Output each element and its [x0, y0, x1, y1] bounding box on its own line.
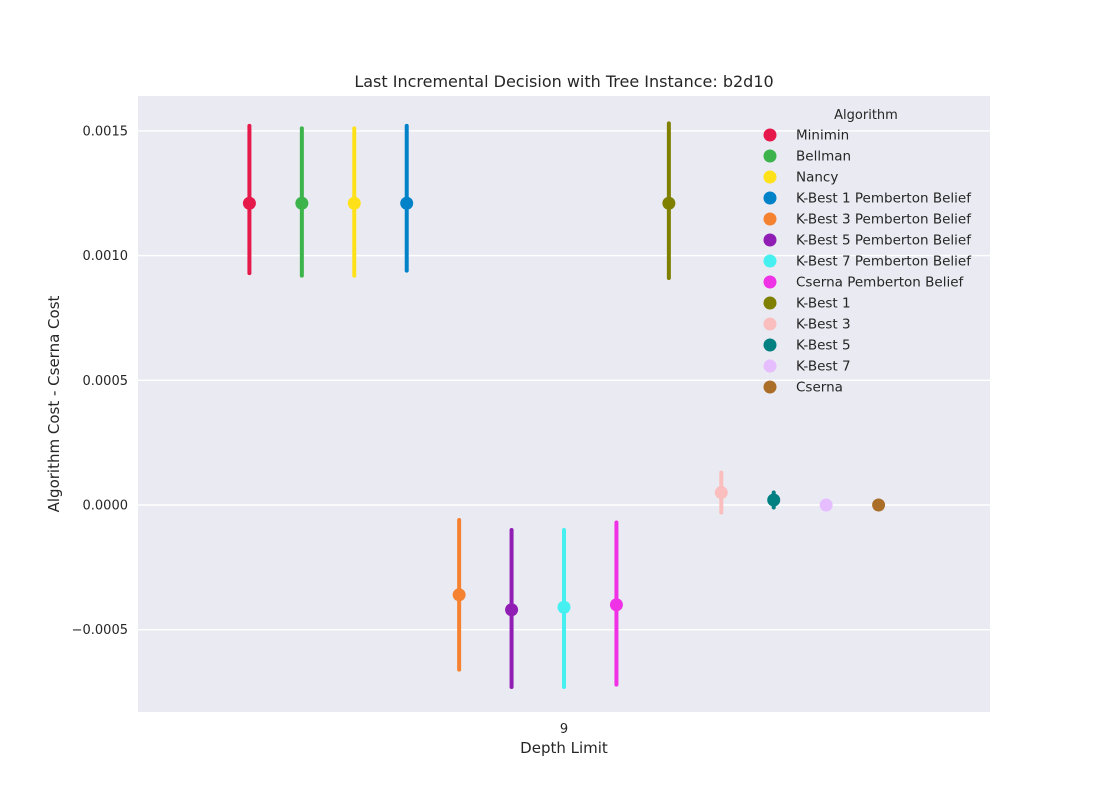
- legend: Algorithm Minimin Bellman Nancy K-Best 1 Pe…: [763, 108, 972, 396]
- x-axis-ticks: 9: [560, 722, 568, 737]
- series-k-best-5-pemberton-belief: [505, 527, 519, 690]
- legend-marker: [763, 149, 777, 163]
- legend-item: Minimin: [763, 128, 849, 144]
- legend-label: Nancy: [796, 170, 838, 186]
- chart-title: Last Incremental Decision with Tree Inst…: [354, 72, 773, 91]
- data-point: [714, 486, 728, 500]
- series-k-best-7-pemberton-belief: [557, 527, 571, 690]
- legend-marker: [763, 233, 777, 247]
- legend-marker: [763, 359, 777, 373]
- series-bellman: [295, 126, 309, 278]
- legend-marker: [763, 296, 777, 310]
- series-k-best-3: [714, 470, 728, 515]
- data-point: [819, 498, 833, 512]
- series-cserna: [872, 498, 886, 512]
- x-axis-title: Depth Limit: [520, 739, 608, 757]
- legend-item: K-Best 3: [763, 317, 851, 333]
- data-point: [767, 493, 781, 507]
- legend-label: K-Best 1 Pemberton Belief: [796, 191, 972, 207]
- legend-label: K-Best 5: [796, 338, 851, 354]
- legend-item: K-Best 1 Pemberton Belief: [763, 191, 972, 207]
- legend-marker: [763, 254, 777, 268]
- legend-marker: [763, 212, 777, 226]
- legend-marker: [763, 338, 777, 352]
- data-point: [295, 196, 309, 210]
- legend-marker: [763, 191, 777, 205]
- data-point: [452, 588, 466, 602]
- legend-item: K-Best 5 Pemberton Belief: [763, 233, 972, 249]
- series-cserna-pemberton-belief: [609, 520, 623, 687]
- gridlines: [138, 130, 990, 631]
- legend-label: K-Best 3 Pemberton Belief: [796, 212, 972, 228]
- series-k-best-5: [767, 490, 781, 510]
- y-tick-label: 0.0010: [83, 249, 129, 264]
- legend-item: Cserna: [763, 380, 843, 396]
- series-k-best-1-pemberton-belief: [400, 123, 414, 273]
- data-point: [872, 498, 886, 512]
- legend-label: Minimin: [796, 128, 849, 144]
- data-point: [662, 196, 676, 210]
- legend-item: K-Best 7: [763, 359, 851, 375]
- legend-label: Cserna Pemberton Belief: [796, 275, 965, 291]
- legend-label: K-Best 7: [796, 359, 851, 375]
- series-nancy: [347, 126, 361, 278]
- y-axis-title: Algorithm Cost - Cserna Cost: [45, 296, 63, 513]
- legend-item: Nancy: [763, 170, 838, 186]
- legend-label: Cserna: [796, 380, 843, 396]
- legend-marker: [763, 317, 777, 331]
- y-tick-label: 0.0000: [83, 499, 129, 514]
- legend-item: Bellman: [763, 149, 851, 165]
- data-point: [557, 600, 571, 614]
- data-point: [242, 196, 256, 210]
- legend-marker: [763, 275, 777, 289]
- legend-marker: [763, 128, 777, 142]
- legend-title: Algorithm: [834, 108, 898, 123]
- y-tick-label: −0.0005: [72, 623, 128, 638]
- series-minimin: [242, 123, 256, 276]
- x-tick-label: 9: [560, 722, 568, 737]
- data-point: [347, 196, 361, 210]
- series-layer: [242, 121, 886, 690]
- legend-label: K-Best 5 Pemberton Belief: [796, 233, 972, 249]
- series-k-best-7: [819, 498, 833, 512]
- legend-label: Bellman: [796, 149, 851, 165]
- legend-label: K-Best 1: [796, 296, 851, 312]
- legend-item: K-Best 7 Pemberton Belief: [763, 254, 972, 270]
- series-k-best-1: [662, 121, 676, 281]
- y-tick-label: 0.0005: [83, 374, 129, 389]
- y-tick-label: 0.0015: [83, 124, 129, 139]
- legend-marker: [763, 170, 777, 184]
- legend-label: K-Best 3: [796, 317, 851, 333]
- legend-marker: [763, 380, 777, 394]
- legend-item: K-Best 1: [763, 296, 851, 312]
- legend-label: K-Best 7 Pemberton Belief: [796, 254, 972, 270]
- data-point: [400, 196, 414, 210]
- series-k-best-3-pemberton-belief: [452, 517, 466, 672]
- data-point: [505, 603, 519, 617]
- legend-item: Cserna Pemberton Belief: [763, 275, 965, 291]
- legend-item: K-Best 5: [763, 338, 851, 354]
- data-point: [609, 598, 623, 612]
- y-axis-ticks: 0.0015 0.0010 0.0005 0.0000 −0.0005: [72, 124, 128, 638]
- legend-item: K-Best 3 Pemberton Belief: [763, 212, 972, 228]
